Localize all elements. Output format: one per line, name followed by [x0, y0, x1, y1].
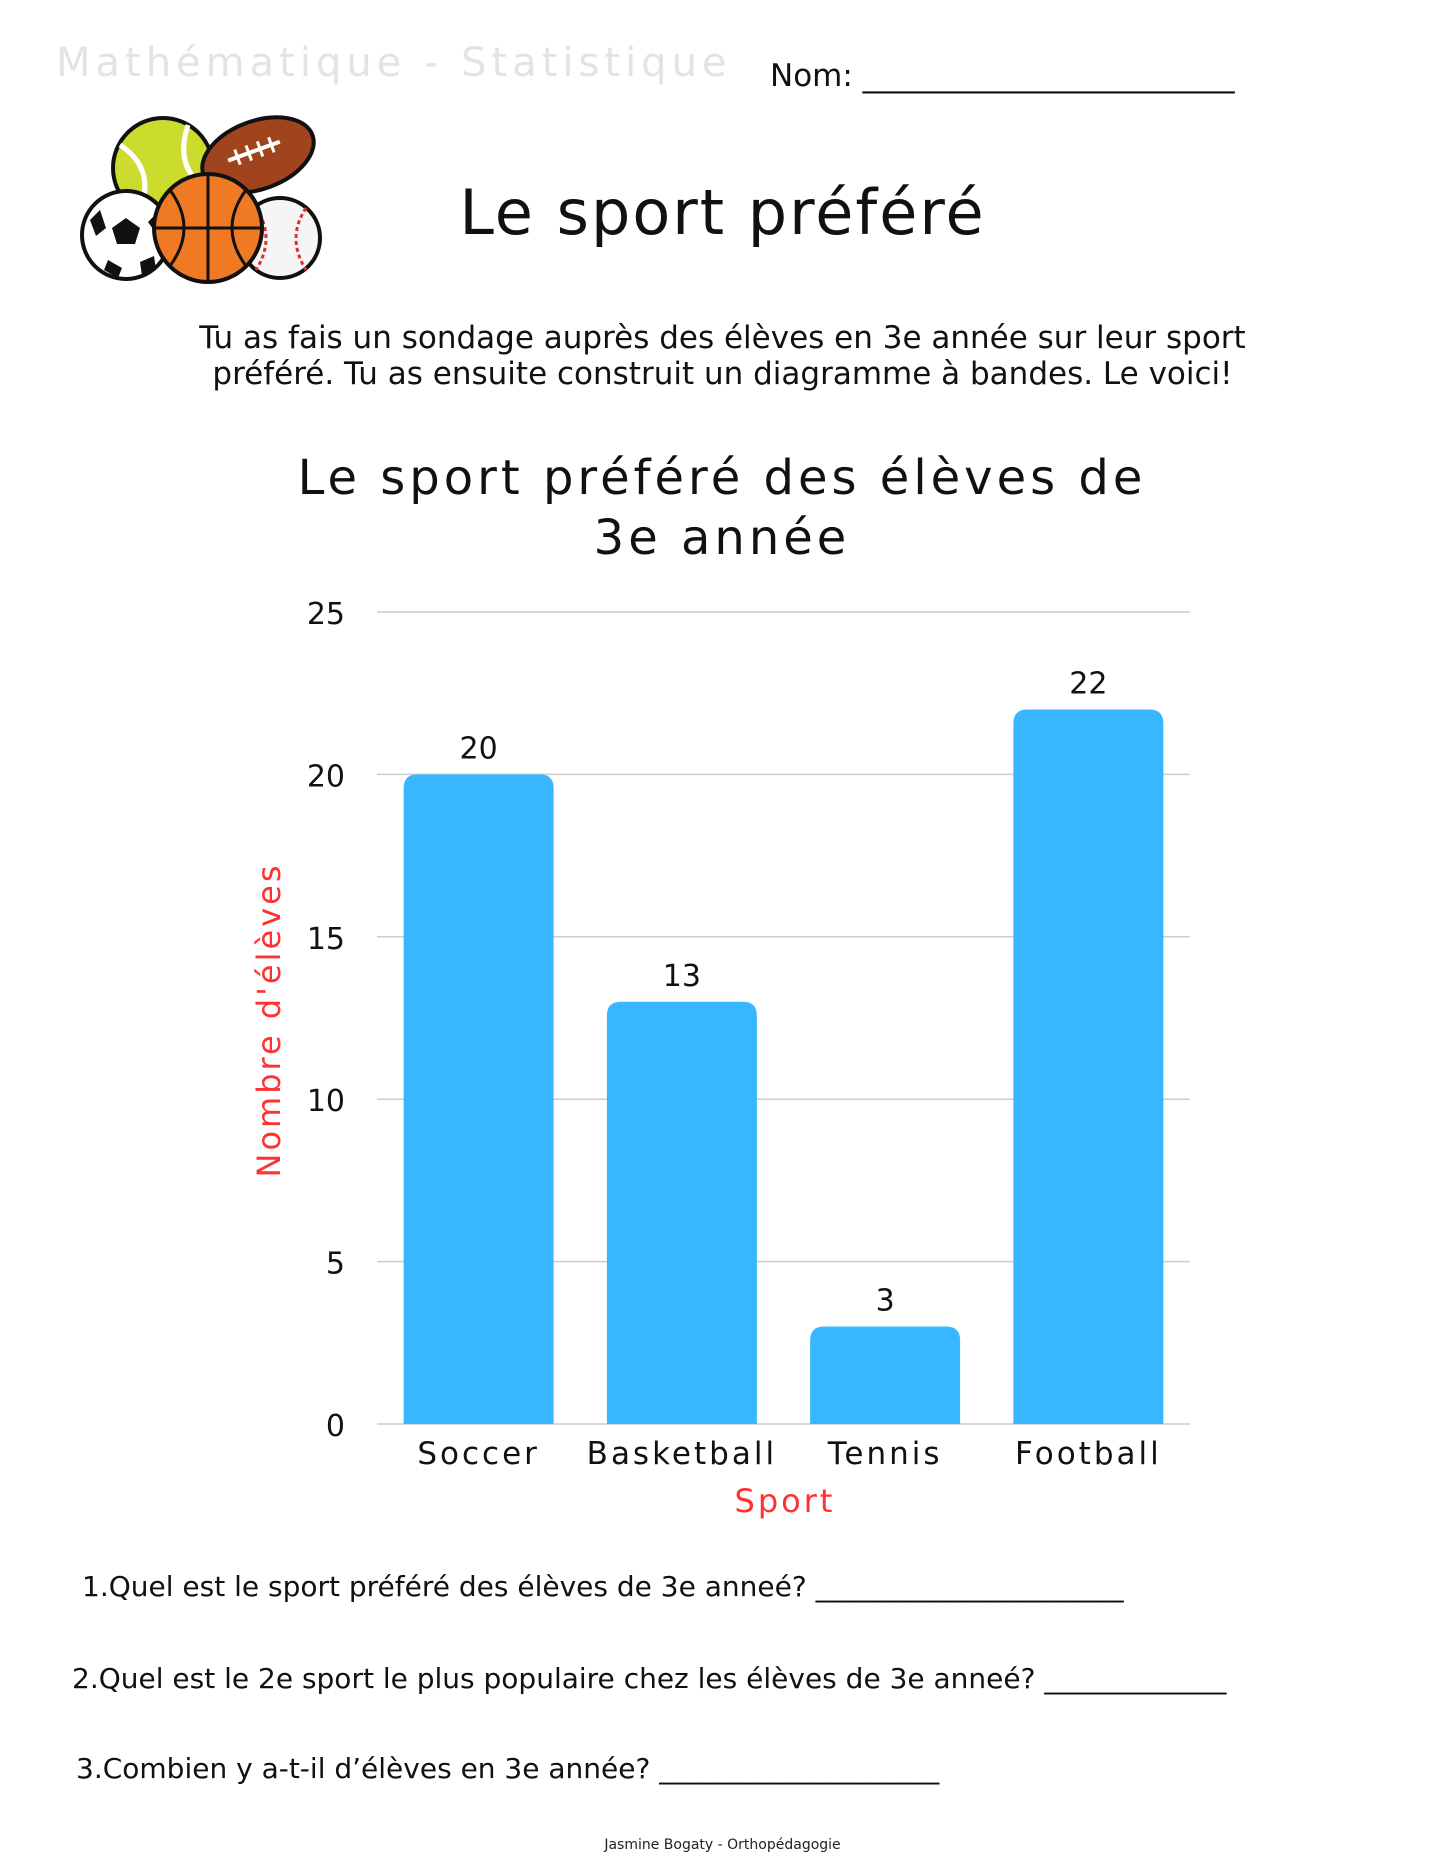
- y-tick-label: 25: [307, 597, 345, 632]
- sports-balls-icon: [80, 115, 322, 284]
- x-tick-label: Soccer: [417, 1436, 540, 1472]
- x-axis-ticks: Soccer Basketball Tennis Football: [417, 1436, 1162, 1472]
- x-tick-label: Tennis: [827, 1436, 943, 1472]
- name-field-label: Nom: ________________________: [770, 58, 1235, 94]
- x-tick-label: Football: [1015, 1436, 1162, 1472]
- y-tick-label: 20: [307, 759, 345, 794]
- data-label: 22: [1069, 666, 1107, 701]
- y-tick-label: 15: [307, 922, 345, 957]
- bar-basketball: [606, 1001, 757, 1424]
- chart-data-labels: 20 13 3 22: [460, 666, 1108, 1318]
- data-label: 3: [876, 1284, 895, 1319]
- bar-football: [1013, 709, 1164, 1424]
- bar-tennis: [810, 1326, 961, 1424]
- x-tick-label: Basketball: [587, 1436, 777, 1472]
- page-title: Le sport préféré: [459, 176, 986, 249]
- y-tick-label: 0: [326, 1409, 345, 1444]
- data-label: 13: [663, 959, 701, 994]
- intro-paragraph: Tu as fais un sondage auprès des élèves …: [199, 320, 1246, 392]
- footer-credit: Jasmine Bogaty - Orthopédagogie: [604, 1837, 841, 1853]
- x-axis-label: Sport: [735, 1482, 836, 1520]
- chart-title-line-2: 3e année: [594, 510, 851, 566]
- subject-header: Mathématique - Statistique: [56, 40, 732, 86]
- y-tick-label: 10: [307, 1084, 345, 1119]
- question-3: 3.Combien y a-t-il d’élèves en 3e année?…: [76, 1752, 940, 1785]
- bar-chart: Le sport préféré des élèves de 3e année …: [250, 450, 1190, 1520]
- question-1: 1.Quel est le sport préféré des élèves d…: [82, 1570, 1124, 1603]
- chart-title-line-1: Le sport préféré des élèves de: [298, 450, 1147, 506]
- y-axis-ticks: 0 5 10 15 20 25: [307, 597, 345, 1444]
- bar-soccer: [403, 774, 554, 1424]
- y-tick-label: 5: [326, 1247, 345, 1282]
- y-axis-label: Nombre d'élèves: [250, 863, 288, 1178]
- data-label: 20: [460, 731, 498, 766]
- chart-bars: [403, 709, 1164, 1424]
- question-2: 2.Quel est le 2e sport le plus populaire…: [72, 1662, 1227, 1695]
